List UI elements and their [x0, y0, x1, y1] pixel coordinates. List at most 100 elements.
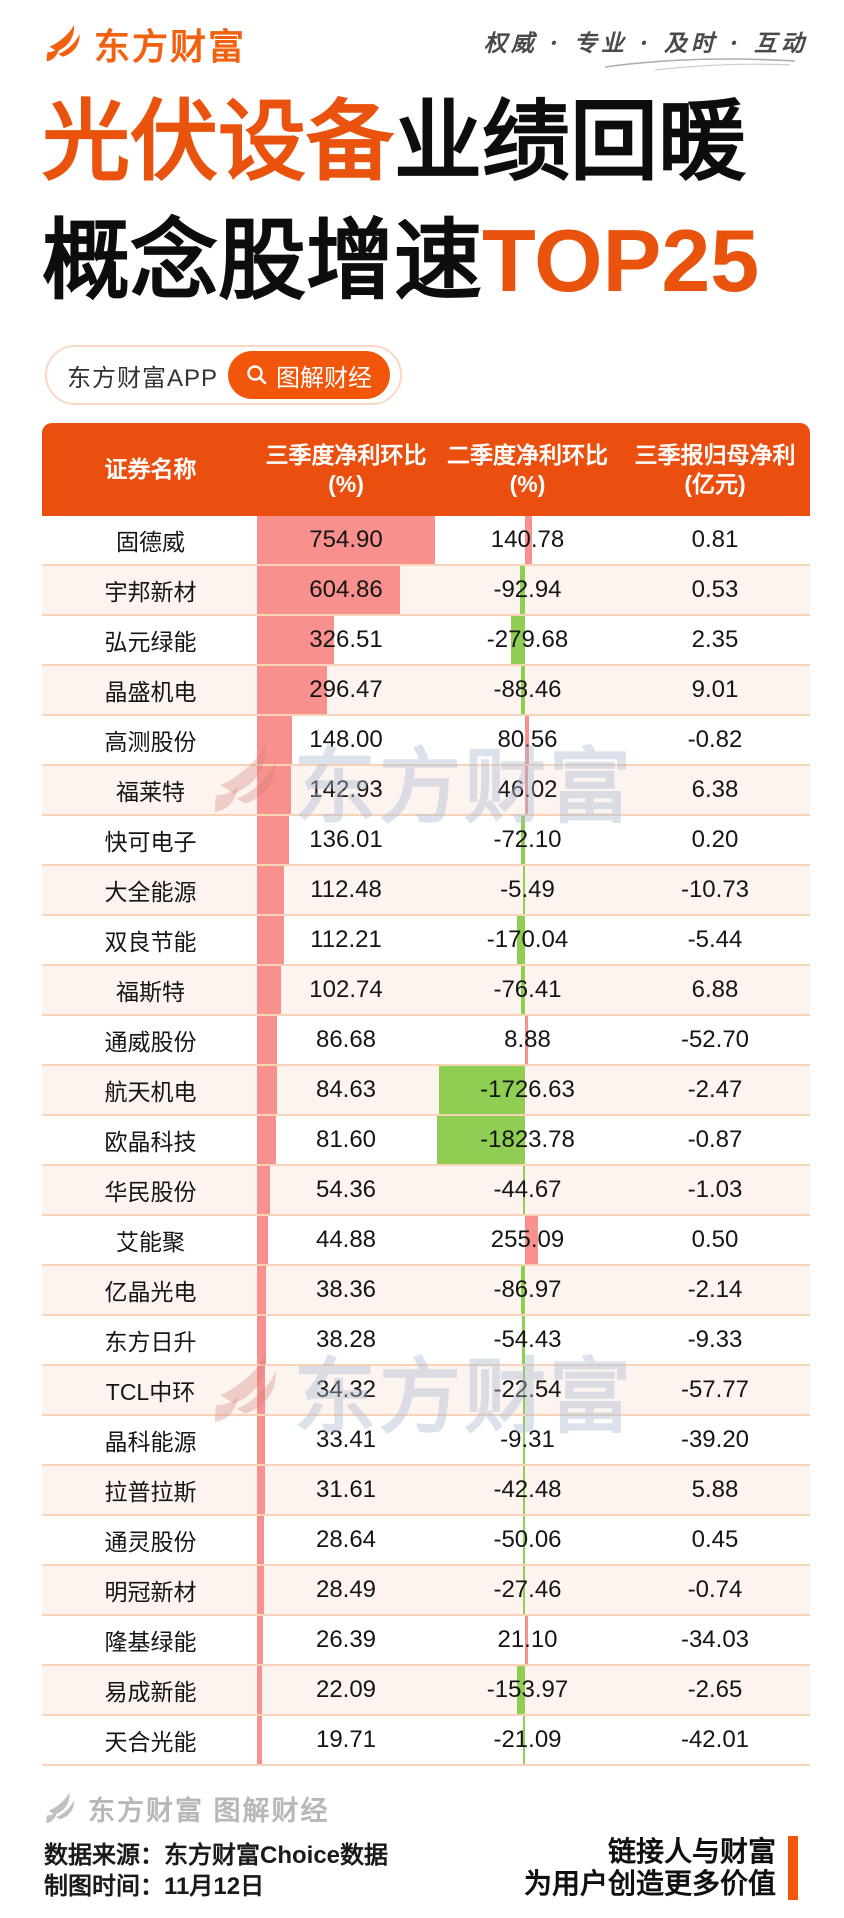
q2-qoq-value: -44.67	[493, 1176, 562, 1203]
stock-name-cell: 隆基绿能	[104, 1629, 197, 1655]
net-profit-cell: 6.38	[620, 766, 810, 814]
q3-qoq-bar	[257, 616, 334, 664]
net-profit-cell: 0.50	[620, 1216, 810, 1264]
q3-qoq-bar	[257, 1416, 265, 1464]
net-profit-value: 9.01	[691, 676, 739, 703]
q3-qoq-bar	[257, 1016, 278, 1064]
q2-qoq-bar	[525, 716, 529, 764]
net-profit-cell: -34.03	[620, 1616, 810, 1664]
table-row: 固德威 754.90 140.78 0.81	[42, 516, 810, 566]
q3-qoq-bar	[257, 716, 292, 764]
q3-qoq-value: 54.36	[315, 1176, 377, 1203]
q2-qoq-bar	[522, 1166, 525, 1214]
q2-qoq-value: -153.97	[486, 1676, 569, 1703]
net-profit-cell: 0.81	[620, 516, 810, 564]
q3-qoq-bar	[257, 1366, 266, 1414]
q2-qoq-bar	[516, 916, 525, 964]
q2-qoq-bar	[521, 816, 525, 864]
stock-name-cell: TCL中环	[105, 1379, 196, 1405]
net-profit-value: 5.88	[691, 1476, 739, 1503]
q3-qoq-bar	[257, 1116, 277, 1164]
badge-group: 东方财富APP 图解财经	[45, 345, 403, 405]
net-profit-cell: -2.65	[620, 1666, 810, 1714]
q3-qoq-cell: 19.71	[215, 1716, 435, 1764]
stock-name-cell: 东方日升	[104, 1329, 197, 1355]
q2-qoq-bar	[522, 1316, 525, 1364]
title-line2-highlight: TOP25	[482, 211, 760, 310]
table-row: TCL中环 34.32 -22.54 -57.77	[42, 1366, 810, 1416]
stock-name-cell: 艾能聚	[116, 1229, 185, 1255]
net-profit-value: 0.20	[691, 826, 739, 853]
q3-qoq-cell: 38.28	[215, 1316, 435, 1364]
q3-qoq-cell: 34.32	[215, 1366, 435, 1414]
net-profit-value: -10.73	[680, 876, 750, 903]
q3-qoq-bar	[257, 866, 284, 914]
q2-qoq-value: -27.46	[493, 1576, 562, 1603]
net-profit-value: -42.01	[680, 1726, 750, 1753]
q2-qoq-bar	[517, 1666, 525, 1714]
table-row: 航天机电 84.63 -1726.63 -2.47	[42, 1066, 810, 1116]
stock-name-cell: 欧晶科技	[104, 1129, 197, 1155]
net-profit-cell: -10.73	[620, 866, 810, 914]
q3-qoq-value: 86.68	[315, 1026, 377, 1053]
q3-qoq-value: 326.51	[309, 626, 383, 653]
q3-qoq-value: 22.09	[315, 1676, 377, 1703]
channel-badge[interactable]: 图解财经	[228, 351, 391, 399]
q2-qoq-cell: -54.43	[435, 1316, 620, 1364]
q3-qoq-cell: 84.63	[215, 1066, 435, 1114]
stocks-table: 证券名称 三季度净利环比 (%) 二季度净利环比 (%) 三季报归母净利 (亿元…	[42, 423, 810, 1766]
q2-qoq-cell: -44.67	[435, 1166, 620, 1214]
q2-qoq-value: -1823.78	[480, 1126, 575, 1153]
app-badge[interactable]: 东方财富APP 图解财经	[45, 345, 403, 405]
q2-qoq-value: 140.78	[490, 526, 565, 553]
table-row: 艾能聚 44.88 255.09 0.50	[42, 1216, 810, 1266]
footer-brand-text: 东方财富 图解财经	[88, 1796, 330, 1826]
q3-qoq-cell: 26.39	[215, 1616, 435, 1664]
stock-name-cell: 通威股份	[104, 1029, 197, 1055]
q2-qoq-cell: -92.94	[435, 566, 620, 614]
q3-qoq-cell: 326.51	[215, 616, 435, 664]
table-row: 高测股份 148.00 80.56 -0.82	[42, 716, 810, 766]
table-row: 明冠新材 28.49 -27.46 -0.74	[42, 1566, 810, 1616]
q3-qoq-value: 142.93	[309, 776, 383, 803]
stock-name-cell: 宇邦新材	[104, 579, 197, 605]
q2-qoq-bar	[525, 766, 528, 814]
q2-qoq-value: -72.10	[493, 826, 562, 853]
net-profit-value: 2.35	[691, 626, 739, 653]
net-profit-cell: -39.20	[620, 1416, 810, 1464]
net-profit-value: -34.03	[680, 1626, 750, 1653]
net-profit-cell: 6.88	[620, 966, 810, 1014]
header-cell-q2-qoq: 二季度净利环比 (%)	[447, 441, 608, 497]
q2-qoq-value: -9.31	[500, 1426, 555, 1453]
q3-qoq-value: 112.48	[310, 876, 382, 903]
q3-qoq-cell: 28.49	[215, 1566, 435, 1614]
q2-qoq-bar	[522, 1716, 525, 1764]
table-row: 东方日升 38.28 -54.43 -9.33	[42, 1316, 810, 1366]
title-line2-rest: 概念股增速	[42, 211, 483, 310]
net-profit-cell: -52.70	[620, 1016, 810, 1064]
q2-qoq-cell: -153.97	[435, 1666, 620, 1714]
q3-qoq-cell: 33.41	[215, 1416, 435, 1464]
q2-qoq-value: -76.41	[493, 976, 562, 1003]
q3-qoq-cell: 296.47	[215, 666, 435, 714]
q3-qoq-bar	[257, 1566, 264, 1614]
table-body: 固德威 754.90 140.78 0.81 宇邦新材 604.86 -92.94 0.53 弘…	[42, 516, 810, 1766]
stock-name-cell: 福斯特	[116, 979, 185, 1005]
q2-qoq-value: -22.54	[493, 1376, 562, 1403]
stock-name-cell: 福莱特	[116, 779, 185, 805]
q3-qoq-value: 296.47	[309, 676, 383, 703]
q2-qoq-cell: -1726.63	[435, 1066, 620, 1114]
eastmoney-logo: 东方财富	[44, 18, 246, 70]
q2-qoq-bar	[521, 966, 525, 1014]
q2-qoq-bar	[525, 1616, 528, 1664]
footer-logo-icon	[46, 1792, 75, 1824]
eastmoney-logo-icon	[46, 24, 80, 62]
data-source-line: 数据来源：东方财富Choice数据	[44, 1842, 389, 1869]
q3-qoq-cell: 102.74	[215, 966, 435, 1014]
table-row: 通灵股份 28.64 -50.06 0.45	[42, 1516, 810, 1566]
table-row: 大全能源 112.48 -5.49 -10.73	[42, 866, 810, 916]
q2-qoq-bar	[522, 1466, 525, 1514]
q2-qoq-value: -5.49	[500, 876, 555, 903]
title-line1-highlight: 光伏设备	[42, 92, 395, 191]
stock-name-cell: 华民股份	[104, 1179, 197, 1205]
